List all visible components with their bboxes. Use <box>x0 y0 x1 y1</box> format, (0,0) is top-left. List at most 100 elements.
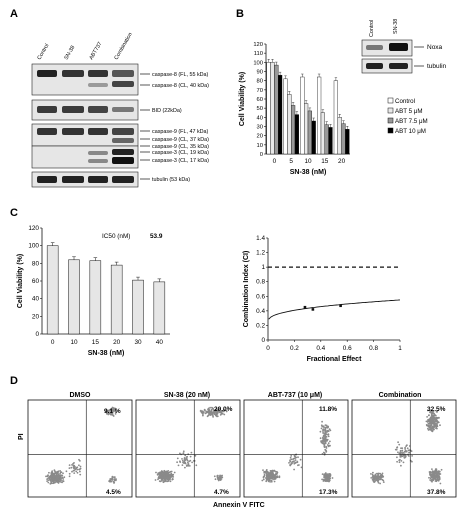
flow-event-dot <box>158 472 161 474</box>
flow-event-dot <box>62 478 65 480</box>
flow-event-dot <box>293 454 296 457</box>
flow-event-dot <box>53 473 55 476</box>
flow-event-dot <box>325 435 327 438</box>
flow-event-dot <box>115 478 117 480</box>
y-tick-label: 20 <box>32 313 40 320</box>
flow-event-dot <box>76 471 79 474</box>
y-tick-label: 60 <box>32 278 40 285</box>
flow-event-dot <box>323 476 326 479</box>
flow-event-dot <box>405 445 407 447</box>
flow-event-dot <box>47 474 49 477</box>
flow-event-dot <box>432 418 434 421</box>
flow-event-dot <box>267 478 269 481</box>
flow-event-dot <box>181 459 184 462</box>
chart-b-xlabel: SN-38 (nM) <box>290 169 327 176</box>
flow-event-dot <box>210 410 213 413</box>
flow-pct-ur-combination: 32.5% <box>427 406 446 413</box>
flow-event-dot <box>396 446 399 449</box>
blot-band <box>37 176 57 183</box>
flow-event-dot <box>189 455 192 458</box>
bar <box>153 281 166 335</box>
flow-event-dot <box>269 476 271 479</box>
blot-band <box>112 149 134 155</box>
flow-event-dot <box>299 458 302 461</box>
flow-event-dot <box>62 480 65 483</box>
flow-event-dot <box>373 477 376 479</box>
flow-event-dot <box>72 462 74 465</box>
flow-event-dot <box>113 408 116 410</box>
flow-event-dot <box>436 420 439 423</box>
x-tick-label: 20 <box>113 339 121 346</box>
flow-event-dot <box>324 441 327 443</box>
flow-event-dot <box>221 474 224 477</box>
flow-event-dot <box>273 478 276 480</box>
flow-plot-frame <box>135 399 241 498</box>
flow-event-dot <box>328 475 331 477</box>
flow-event-dot <box>49 478 52 480</box>
panel-a-band-labels <box>140 73 150 180</box>
blot-band <box>62 176 84 183</box>
x-tick-label: 5 <box>289 158 293 165</box>
flow-event-dot <box>75 470 78 473</box>
flow-title-sn38: SN-38 (20 nM) <box>164 392 210 399</box>
bar <box>89 260 102 335</box>
flow-event-dot <box>59 470 61 472</box>
x-tick-label: 1 <box>398 345 402 352</box>
flow-event-dot <box>327 433 329 436</box>
flow-event-dot <box>322 431 324 433</box>
bar <box>333 80 338 155</box>
flow-event-dot <box>297 464 299 467</box>
flow-title-combination: Combination <box>379 392 422 399</box>
flow-event-dot <box>324 453 326 455</box>
flow-event-dot <box>206 415 209 418</box>
flow-event-dot <box>163 475 166 477</box>
flow-event-dot <box>381 472 384 475</box>
y-tick-label: 40 <box>257 115 263 121</box>
flow-event-dot <box>289 459 291 462</box>
flow-event-dot <box>221 410 224 413</box>
ci-point <box>303 305 307 309</box>
flow-event-dot <box>438 470 441 473</box>
flow-event-dot <box>158 476 160 478</box>
chart-c-xlabel: SN-38 (nM) <box>88 350 125 357</box>
flow-event-dot <box>324 428 327 431</box>
flow-event-dot <box>290 455 293 457</box>
blot-strip-caspase8 <box>31 63 139 96</box>
flow-event-dot <box>63 476 66 479</box>
flow-event-dot <box>373 481 375 483</box>
flow-event-dot <box>262 476 265 479</box>
x-tick-label: 30 <box>134 339 142 346</box>
flow-event-dot <box>212 414 214 417</box>
y-tick-label: 80 <box>257 79 263 85</box>
y-tick-label: 0.2 <box>256 322 265 329</box>
flow-event-dot <box>403 456 406 459</box>
flow-event-dot <box>377 480 379 483</box>
flow-event-dot <box>406 447 409 450</box>
flow-event-dot <box>275 471 277 473</box>
flow-event-dot <box>293 462 296 465</box>
flow-event-dot <box>324 429 327 432</box>
blot-band <box>37 106 57 113</box>
flow-event-dot <box>329 440 331 443</box>
blot-band <box>88 128 108 135</box>
flow-event-dot <box>212 407 214 410</box>
flow-event-dot <box>213 412 215 414</box>
bar <box>345 129 350 155</box>
flow-ylabel: PI <box>18 433 25 440</box>
flow-event-dot <box>68 464 71 466</box>
bar <box>300 76 305 155</box>
flow-event-dot <box>271 474 274 477</box>
y-tick-label: 0 <box>261 337 265 344</box>
flow-event-dot <box>377 473 380 476</box>
flow-event-dot <box>184 466 186 469</box>
flow-event-dot <box>160 474 162 476</box>
flow-event-dot <box>169 470 172 473</box>
x-tick-label: 15 <box>92 339 100 346</box>
flow-event-dot <box>290 458 293 461</box>
flow-event-dot <box>215 414 218 417</box>
flow-event-dot <box>371 473 374 476</box>
y-tick-label: 0.8 <box>256 279 265 286</box>
flow-event-dot <box>154 479 157 481</box>
flow-event-dot <box>379 474 382 477</box>
flow-event-dot <box>265 469 268 471</box>
